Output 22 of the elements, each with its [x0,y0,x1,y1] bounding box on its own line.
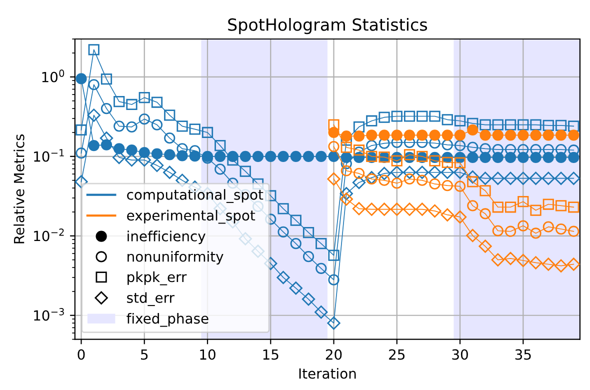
band-label: fixed_phase [126,312,208,327]
legend-label: computational_spot [127,189,264,203]
y-tick-label: 10$^{−2}$ [34,228,64,242]
x-tick-label: 30 [452,349,468,360]
y-tick-label: 10$^{0}$ [42,70,64,82]
y-axis-title: Relative Metrics [14,134,24,244]
x-tick-label: 35 [515,349,531,360]
legend-label: nonuniformity [128,251,224,264]
x-tick-label: 25 [389,349,405,360]
x-tick-label: 5 [141,349,148,360]
chart-title: SpotHologram Statistics [228,18,428,34]
x-tick-label: 0 [78,349,85,360]
x-tick-label: 15 [263,349,278,360]
legend-label: inefficiency [128,230,206,244]
x-tick-label: 10 [200,349,216,360]
x-axis-title: Iteration [299,368,356,379]
legend-label: std_err [127,292,174,306]
x-tick-label: 20 [326,349,342,360]
y-tick-label: 10$^{−1}$ [34,149,64,162]
legend-label: pkpk_err [128,271,187,286]
legend-label: experimental_spot [127,210,256,224]
y-tick-label: 10$^{−3}$ [34,308,64,321]
